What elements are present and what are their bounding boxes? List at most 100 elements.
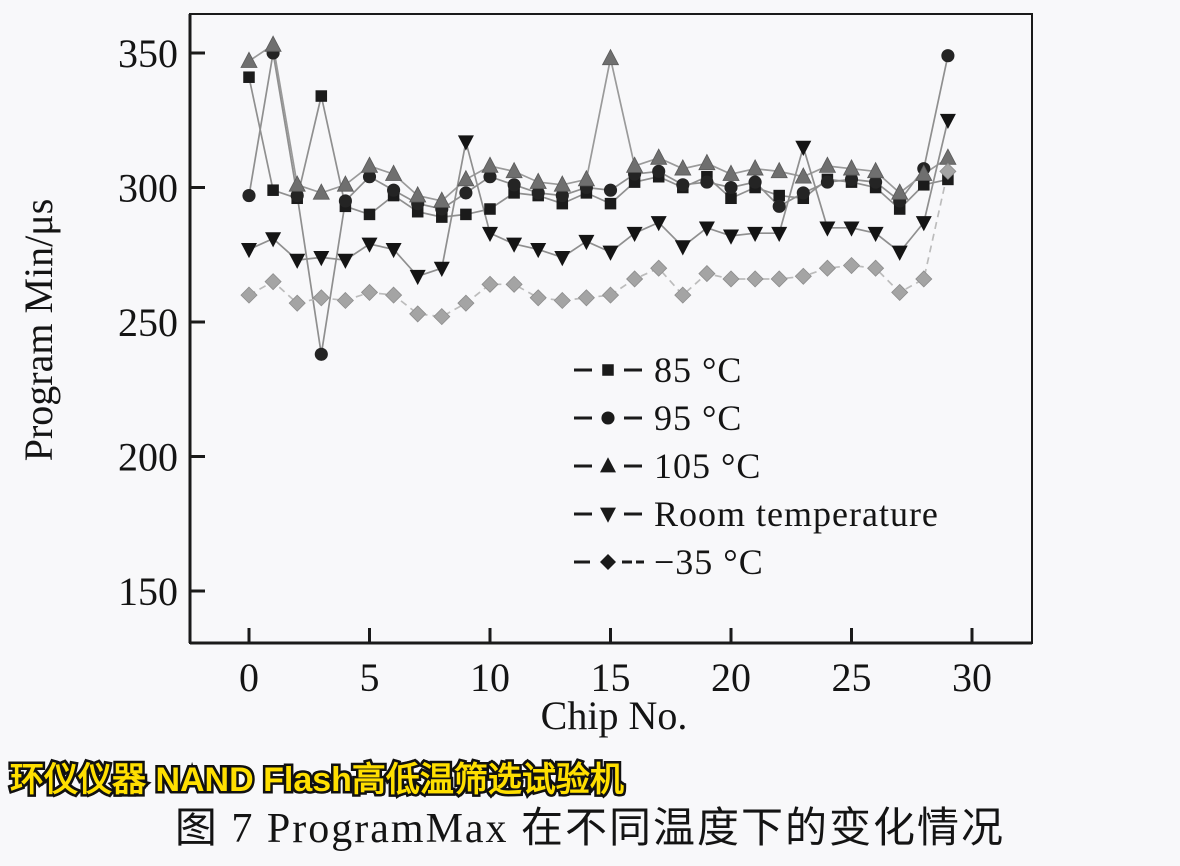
x-tick-label: 15 <box>591 655 631 700</box>
marker-diamond <box>529 289 547 307</box>
marker-diamond <box>457 294 475 312</box>
marker-triangle-down <box>698 221 715 237</box>
marker-square <box>243 71 255 83</box>
marker-square <box>363 208 376 221</box>
marker-diamond <box>674 286 692 304</box>
legend-label: 95 °C <box>654 397 743 438</box>
marker-triangle-down <box>723 229 739 245</box>
marker-triangle-up <box>384 164 403 181</box>
marker-triangle-down <box>771 226 788 243</box>
marker-triangle-down <box>650 216 667 232</box>
marker-diamond <box>264 273 282 291</box>
marker-circle <box>652 164 666 178</box>
x-axis-label: Chip No. <box>541 693 688 738</box>
legend-item: 105 °C <box>572 446 939 486</box>
series-line-0 <box>248 77 949 218</box>
legend-marker-circle <box>574 410 642 425</box>
marker-triangle-up <box>577 169 596 187</box>
marker-triangle-down <box>626 226 643 243</box>
y-tick-label: 250 <box>118 300 178 345</box>
marker-triangle-down <box>265 232 282 248</box>
marker-triangle-up <box>481 156 499 173</box>
marker-diamond <box>794 267 812 285</box>
x-tick-label: 0 <box>239 655 259 700</box>
marker-square <box>267 184 279 196</box>
marker-circle <box>242 189 256 203</box>
marker-square <box>556 197 569 210</box>
marker-triangle-down <box>289 253 306 269</box>
marker-circle <box>941 49 955 63</box>
y-tick-label: 150 <box>118 569 178 614</box>
marker-triangle-up <box>939 148 957 165</box>
marker-triangle-up <box>360 156 379 173</box>
marker-diamond <box>505 275 523 293</box>
legend-item: Room temperature <box>572 494 939 534</box>
marker-triangle-up <box>336 175 355 192</box>
marker-diamond <box>240 286 258 304</box>
marker-diamond <box>601 286 620 304</box>
marker-diamond <box>939 162 957 180</box>
marker-square <box>460 208 472 221</box>
legend-label: −35 °C <box>654 541 764 582</box>
x-tick-label: 20 <box>711 655 751 700</box>
legend-item: −35 °C <box>572 541 939 582</box>
marker-triangle-up <box>264 35 282 52</box>
marker-diamond <box>746 270 764 288</box>
marker-triangle-down <box>819 221 836 237</box>
marker-diamond <box>409 305 427 323</box>
marker-diamond <box>385 286 403 304</box>
marker-diamond <box>722 270 740 288</box>
marker-triangle-down <box>602 245 619 261</box>
marker-circle <box>844 172 859 186</box>
marker-circle <box>507 178 521 192</box>
marker-square <box>604 197 617 210</box>
marker-circle <box>603 183 618 197</box>
y-axis-label: Program Min/μs <box>16 199 61 462</box>
marker-triangle-down <box>457 135 474 151</box>
marker-diamond <box>336 291 354 310</box>
marker-triangle-down <box>361 237 378 253</box>
marker-diamond <box>698 265 716 283</box>
marker-circle <box>869 175 883 189</box>
marker-triangle-down <box>337 253 354 269</box>
marker-circle <box>676 178 690 192</box>
marker-triangle-down <box>530 242 547 259</box>
marker-triangle-down <box>867 226 884 243</box>
marker-diamond <box>867 259 885 277</box>
marker-diamond <box>891 283 909 301</box>
marker-triangle-up <box>722 164 740 181</box>
marker-diamond <box>577 289 595 307</box>
marker-triangle-up <box>770 161 788 179</box>
marker-triangle-down <box>482 226 498 243</box>
marker-square <box>918 179 930 191</box>
marker-square <box>893 203 906 215</box>
marker-triangle-down <box>843 221 860 237</box>
legend-item: 95 °C <box>572 397 939 438</box>
marker-triangle-down <box>674 240 691 256</box>
marker-square <box>484 203 496 215</box>
x-tick-label: 30 <box>952 655 992 700</box>
marker-diamond <box>650 259 668 277</box>
figure-caption: 图 7 ProgramMax 在不同温度下的变化情况 <box>174 806 1006 852</box>
marker-triangle-up <box>674 159 692 176</box>
y-tick-label: 350 <box>118 31 178 76</box>
marker-triangle-up <box>842 159 861 176</box>
marker-circle <box>700 175 714 189</box>
marker-circle <box>338 194 352 208</box>
x-tick-label: 25 <box>832 655 872 700</box>
marker-triangle-down <box>385 242 402 259</box>
marker-diamond <box>626 270 644 288</box>
marker-triangle-up <box>818 156 837 173</box>
x-tick-label: 10 <box>470 655 510 700</box>
marker-triangle-down <box>241 242 257 259</box>
marker-triangle-down <box>554 251 571 267</box>
marker-triangle-down <box>795 140 812 156</box>
marker-diamond <box>433 308 451 326</box>
marker-triangle-up <box>457 169 475 187</box>
marker-diamond <box>770 270 788 288</box>
x-tick-label: 5 <box>360 655 380 700</box>
marker-triangle-down <box>506 237 523 253</box>
legend-label: 85 °C <box>654 349 743 390</box>
chart-legend: 85 °C 95 °C 105 °C Room temperature −35 °C <box>572 349 939 582</box>
